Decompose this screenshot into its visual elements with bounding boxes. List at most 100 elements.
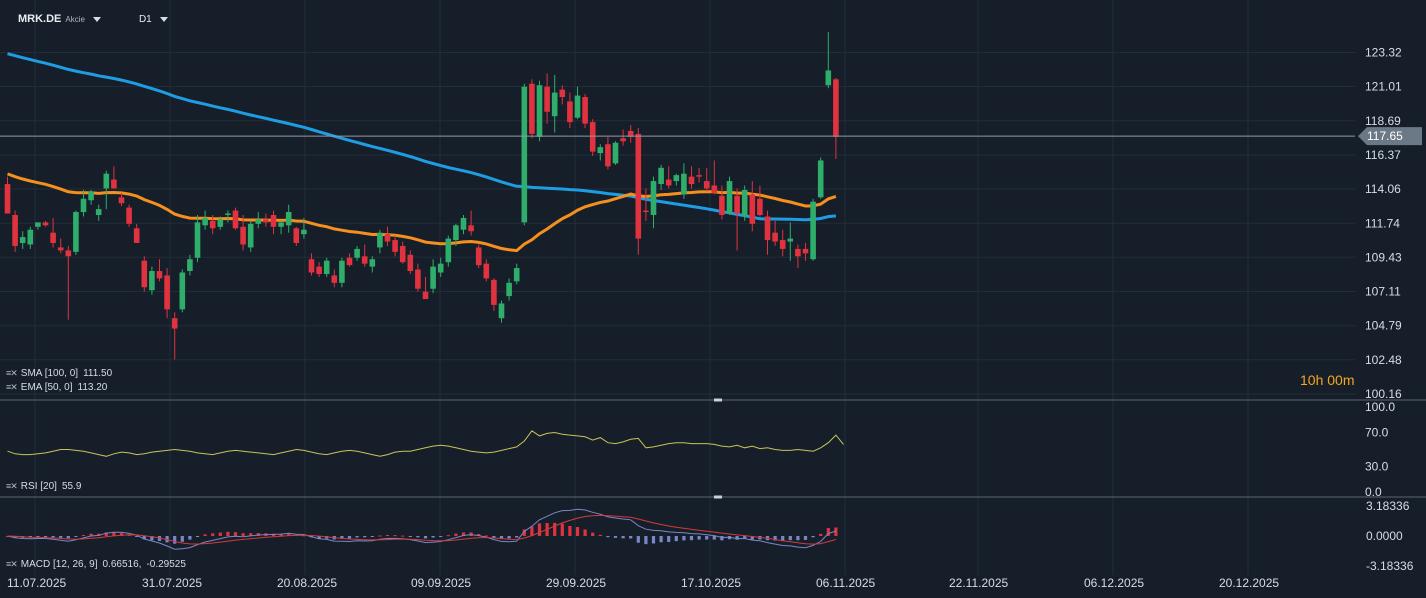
candle bbox=[12, 214, 18, 246]
x-tick-label: 22.11.2025 bbox=[949, 576, 1008, 590]
candle bbox=[817, 160, 824, 198]
rsi-legend-value: 55.9 bbox=[61, 481, 82, 492]
macd-histogram-bar bbox=[97, 533, 101, 536]
macd-histogram-bar bbox=[439, 536, 443, 537]
candle bbox=[468, 225, 474, 232]
macd-histogram-bar bbox=[249, 533, 253, 536]
y-tick-label: 100.16 bbox=[1365, 387, 1402, 401]
candle bbox=[567, 101, 573, 123]
macd-histogram-bar bbox=[484, 535, 488, 537]
candle bbox=[4, 184, 11, 214]
x-tick-label: 29.09.2025 bbox=[546, 576, 606, 590]
candle bbox=[415, 269, 421, 289]
macd-histogram-bar bbox=[796, 536, 800, 541]
candle bbox=[711, 185, 718, 193]
macd-histogram-bar bbox=[743, 536, 747, 539]
macd-histogram-bar bbox=[89, 533, 93, 536]
candle bbox=[551, 92, 558, 117]
candle bbox=[263, 219, 269, 223]
timeframe-label[interactable]: D1 bbox=[138, 13, 152, 25]
rsi-y-tick-label: 0.0 bbox=[1365, 485, 1382, 499]
candle bbox=[544, 86, 550, 112]
rsi-legend[interactable]: ≡✕ RSI [20] 55.9 bbox=[6, 481, 81, 492]
candle bbox=[149, 271, 155, 291]
macd-histogram-bar bbox=[560, 523, 564, 536]
y-tick-label: 107.11 bbox=[1365, 285, 1401, 299]
y-tick-label: 104.79 bbox=[1365, 319, 1402, 333]
macd-histogram-bar bbox=[81, 534, 86, 536]
macd-histogram-bar bbox=[515, 536, 519, 538]
settings-icon[interactable]: ≡✕ bbox=[6, 559, 18, 569]
macd-histogram-bar bbox=[173, 536, 177, 544]
candle bbox=[810, 201, 816, 260]
ema-legend-label: EMA [50, 0] bbox=[20, 382, 73, 393]
macd-histogram-bar bbox=[119, 533, 124, 536]
macd-histogram-bar bbox=[74, 536, 78, 537]
candle bbox=[118, 197, 125, 204]
y-tick-label: 116.37 bbox=[1365, 148, 1401, 162]
macd-histogram-bar bbox=[697, 536, 701, 540]
macd-histogram-bar bbox=[461, 532, 466, 536]
macd-histogram-bar bbox=[363, 536, 367, 538]
candle bbox=[88, 191, 94, 201]
macd-histogram-bar bbox=[621, 536, 625, 539]
macd-histogram-bar bbox=[340, 536, 344, 539]
settings-icon[interactable]: ≡✕ bbox=[6, 382, 18, 392]
candle bbox=[589, 122, 596, 152]
macd-histogram-bar bbox=[598, 534, 602, 536]
macd-histogram-bar bbox=[682, 536, 686, 541]
timeframe-dropdown-icon[interactable] bbox=[159, 16, 168, 22]
macd-histogram-bar bbox=[401, 535, 405, 537]
x-tick-label: 06.12.2025 bbox=[1084, 576, 1144, 590]
sma-legend[interactable]: ≡✕ SMA [100, 0] 111.50 bbox=[6, 368, 112, 379]
candle bbox=[392, 240, 398, 252]
macd-histogram-bar bbox=[36, 536, 40, 538]
candle bbox=[331, 275, 338, 283]
macd-histogram-bar bbox=[431, 536, 435, 538]
candle bbox=[202, 217, 208, 226]
y-tick-label: 123.32 bbox=[1365, 46, 1402, 60]
macd-histogram-bar bbox=[135, 536, 139, 537]
candle bbox=[635, 133, 642, 239]
macd-histogram-bar bbox=[287, 533, 291, 536]
rsi-y-tick-label: 70.0 bbox=[1365, 426, 1389, 440]
candle bbox=[681, 173, 687, 195]
macd-histogram-bar bbox=[325, 536, 329, 539]
candle bbox=[133, 228, 140, 244]
symbol-dropdown-icon[interactable] bbox=[92, 16, 101, 22]
candle bbox=[437, 263, 444, 273]
candle bbox=[430, 266, 436, 289]
ema-line bbox=[6, 172, 837, 253]
settings-icon[interactable]: ≡✕ bbox=[6, 368, 18, 378]
candle bbox=[111, 179, 117, 189]
macd-histogram-bar bbox=[112, 532, 116, 536]
candle bbox=[255, 219, 262, 224]
macd-histogram-bar bbox=[537, 523, 542, 536]
macd-histogram-bar bbox=[416, 536, 420, 538]
candle bbox=[164, 275, 170, 310]
symbol-label[interactable]: MRK.DE bbox=[18, 13, 62, 25]
candle bbox=[361, 256, 368, 264]
candle bbox=[422, 291, 429, 300]
candle bbox=[278, 222, 284, 227]
macd-histogram-bar bbox=[423, 536, 428, 539]
macd-histogram-bar bbox=[712, 536, 716, 540]
settings-icon[interactable]: ≡✕ bbox=[6, 481, 18, 491]
candle bbox=[95, 209, 102, 215]
ema-legend[interactable]: ≡✕ EMA [50, 0] 113.20 bbox=[6, 382, 107, 393]
macd-histogram-bar bbox=[477, 533, 481, 536]
macd-histogram-bar bbox=[226, 531, 230, 536]
macd-histogram-bar bbox=[446, 535, 450, 537]
macd-histogram-bar bbox=[355, 536, 359, 538]
macd-histogram-bar bbox=[651, 536, 656, 544]
sma-line bbox=[7, 52, 837, 222]
x-tick-label: 31.07.2025 bbox=[142, 576, 202, 590]
candle bbox=[574, 95, 581, 118]
candle bbox=[369, 259, 376, 267]
candle bbox=[384, 234, 391, 242]
y-tick-label: 121.01 bbox=[1365, 80, 1402, 94]
candle bbox=[506, 282, 512, 297]
macd-legend[interactable]: ≡✕ MACD [12, 26, 9] 0.66516, -0.29525 bbox=[6, 559, 186, 570]
